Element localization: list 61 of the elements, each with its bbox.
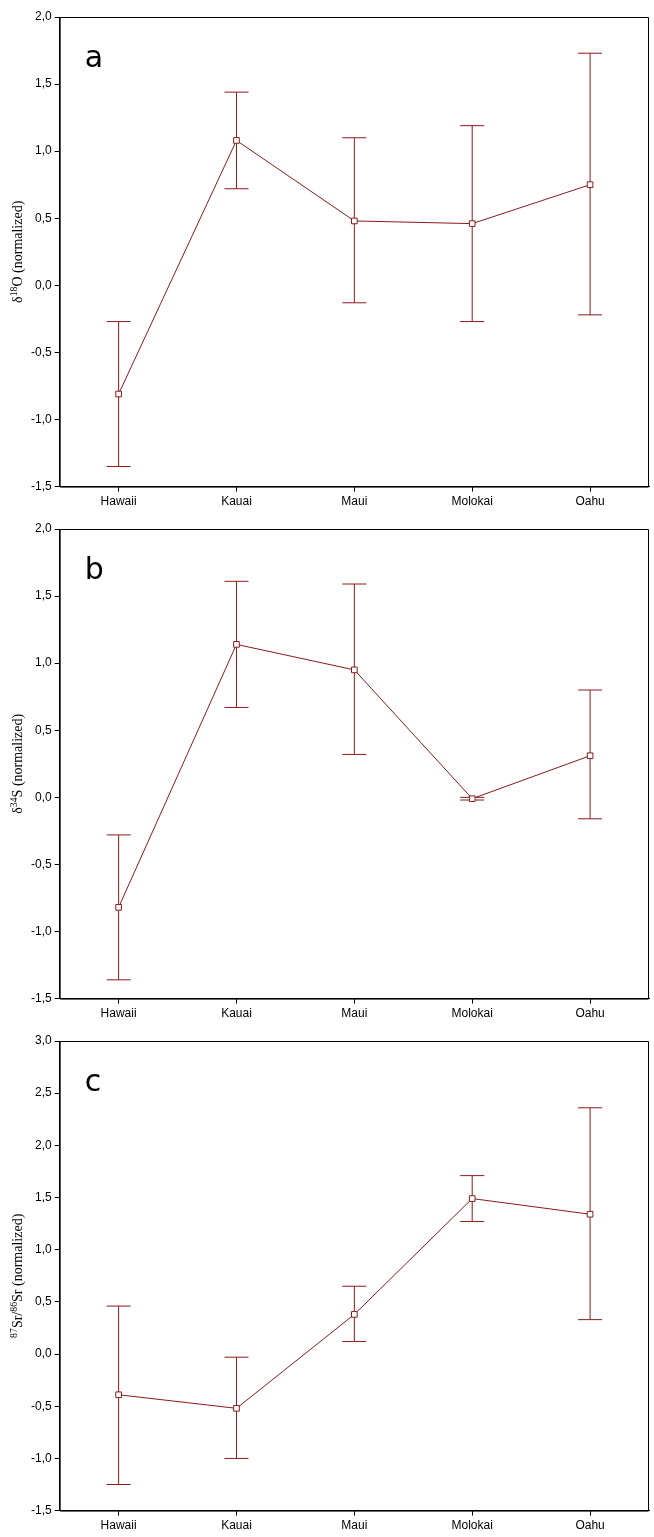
y-tick-label: 1,0 (34, 655, 52, 670)
annotation: a (84, 39, 104, 74)
y-tick-label: 2,0 (34, 521, 52, 536)
y-tick-label: 1,0 (34, 1242, 52, 1257)
point (586, 1210, 594, 1218)
x-tick-label: Maui (341, 1006, 368, 1021)
x-tick-label: Molokai (451, 1518, 493, 1533)
y-tick-label: 2,0 (34, 1137, 52, 1152)
x-tick-label: Molokai (451, 494, 493, 509)
y-tick-label: -0,5 (30, 1398, 52, 1413)
x-tick-label: Oahu (575, 1006, 605, 1021)
y-tick-label: -1,0 (30, 411, 52, 426)
point (351, 1311, 358, 1318)
x-tick-label: Oahu (575, 494, 605, 509)
y-tick-label: -0,5 (30, 856, 52, 871)
x-tick-label: Maui (341, 494, 368, 509)
y-tick-label: 0,5 (34, 210, 52, 225)
point (351, 666, 358, 674)
x-tick-label: Kauai (221, 494, 252, 509)
x-tick-label: Hawaii (100, 494, 137, 509)
x-tick-label: Hawaii (100, 1006, 137, 1021)
y-tick-label: -1,5 (30, 1502, 52, 1517)
y-tick-label: 0,0 (34, 277, 52, 292)
y-tick-label: 0,5 (34, 722, 52, 737)
y-tick-label: 1,5 (34, 76, 52, 91)
y-tick-label: 2,5 (34, 1085, 52, 1100)
y-tick-label: -1,5 (30, 990, 52, 1005)
y-tick-label: -1,5 (30, 478, 52, 493)
x-tick-label: Molokai (451, 1006, 493, 1021)
point (115, 904, 122, 911)
y-tick-label: 0,0 (34, 1346, 52, 1361)
y-tick-label: 0,5 (34, 1294, 52, 1309)
x-tick-label: Kauai (221, 1006, 252, 1021)
y-tick-label: 0,0 (34, 789, 52, 804)
x-tick-label: Hawaii (100, 1518, 137, 1533)
y-axis-title: 87Sr/86Sr (normalized) (8, 1213, 26, 1338)
x-tick-label: Maui (341, 1518, 368, 1533)
point (468, 795, 476, 803)
x-tick-label: Kauai (221, 1518, 252, 1533)
y-tick-label: -1,0 (30, 1450, 52, 1465)
point (233, 137, 240, 144)
y-tick-label: 3,0 (34, 1033, 52, 1048)
y-tick-label: 1,5 (34, 588, 52, 603)
y-tick-label: 1,0 (34, 143, 52, 158)
point (468, 1195, 476, 1202)
annotation: b (84, 551, 104, 586)
point (586, 752, 594, 760)
y-axis-title: δ18O (normalized) (8, 200, 26, 303)
x-tick-label: Oahu (575, 1518, 605, 1533)
y-tick-label: 1,5 (34, 1189, 52, 1204)
point (115, 1391, 122, 1399)
point (586, 181, 594, 189)
y-tick-label: -1,0 (30, 923, 52, 938)
point (115, 390, 122, 398)
point (351, 217, 358, 225)
point (468, 220, 476, 227)
point (233, 1405, 240, 1412)
annotation: c (84, 1063, 102, 1098)
point (233, 641, 240, 648)
y-tick-label: -0,5 (30, 344, 52, 359)
y-tick-label: 2,0 (34, 9, 52, 24)
